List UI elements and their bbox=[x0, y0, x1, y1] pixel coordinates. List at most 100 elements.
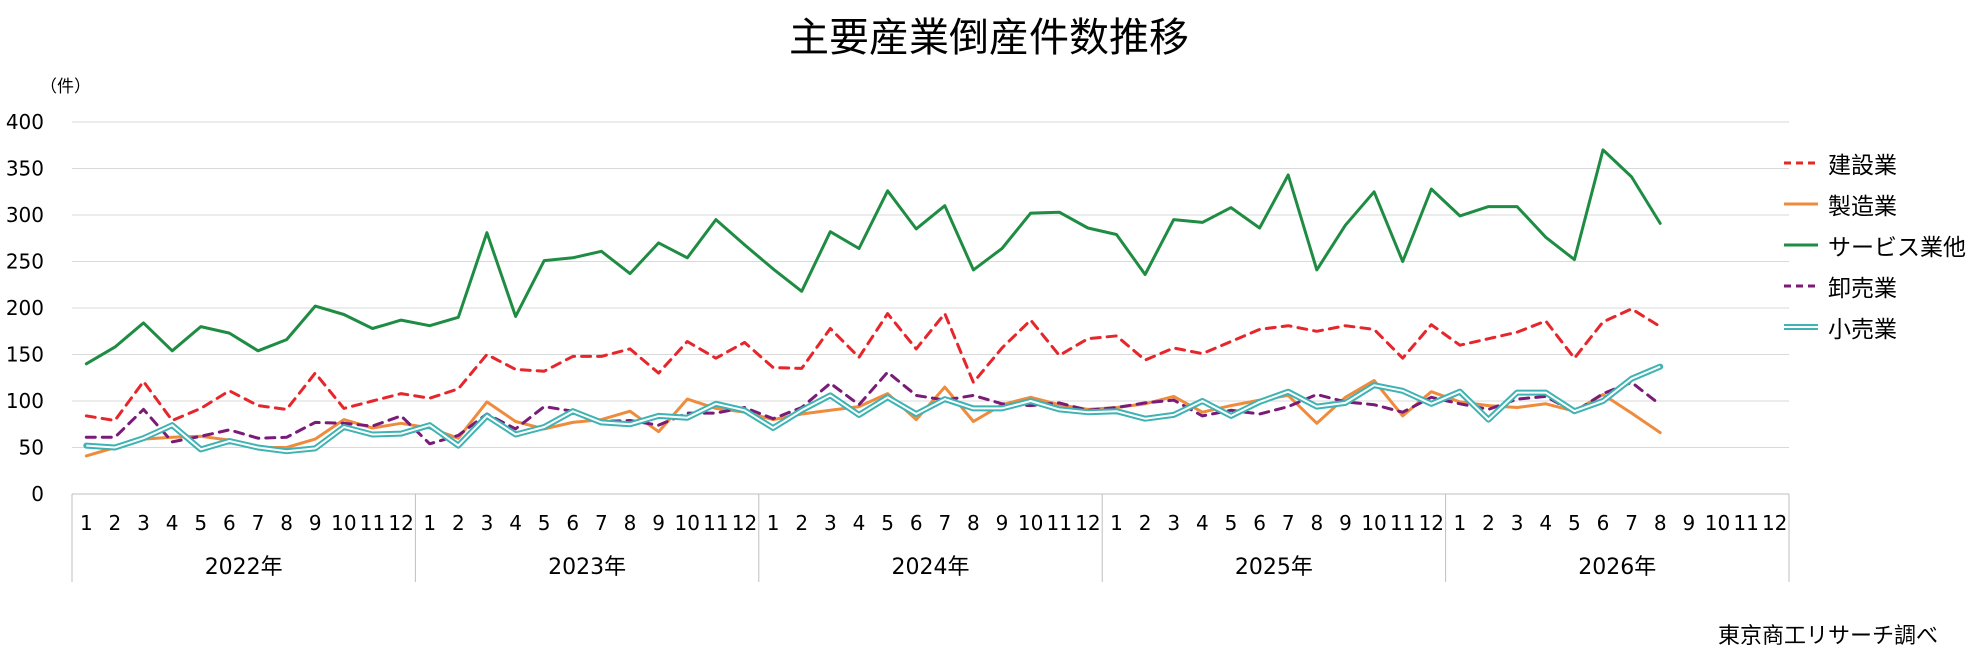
series-line bbox=[83, 363, 1664, 455]
data-point bbox=[142, 436, 146, 440]
data-point bbox=[1057, 401, 1061, 405]
data-point bbox=[943, 385, 947, 389]
data-point bbox=[971, 393, 975, 397]
data-point bbox=[1429, 323, 1433, 327]
data-point bbox=[285, 449, 289, 453]
data-point bbox=[1315, 268, 1319, 272]
data-point bbox=[1401, 260, 1405, 264]
data-point bbox=[456, 433, 460, 437]
data-point bbox=[1487, 337, 1491, 341]
data-point bbox=[657, 430, 661, 434]
data-point bbox=[1143, 401, 1147, 405]
data-point bbox=[485, 400, 489, 404]
year-label: 2024年 bbox=[892, 555, 970, 580]
data-point bbox=[399, 432, 403, 436]
data-point bbox=[514, 314, 518, 318]
data-point bbox=[456, 387, 460, 391]
x-tick-label: 12 bbox=[1762, 511, 1787, 535]
legend-item: 建設業 bbox=[1782, 142, 1966, 183]
x-tick-label: 3 bbox=[824, 511, 837, 535]
x-tick-label: 2 bbox=[1139, 511, 1152, 535]
data-point bbox=[142, 321, 146, 325]
data-point bbox=[1343, 324, 1347, 328]
data-point bbox=[1029, 318, 1033, 322]
data-point bbox=[256, 404, 260, 408]
x-tick-label: 11 bbox=[703, 511, 728, 535]
y-tick-label: 400 bbox=[6, 110, 44, 134]
data-point bbox=[971, 380, 975, 384]
data-point bbox=[685, 416, 689, 420]
data-point bbox=[227, 428, 231, 432]
legend-item: 製造業 bbox=[1782, 183, 1966, 224]
y-tick-label: 200 bbox=[6, 296, 44, 320]
series-line-inner bbox=[86, 365, 1661, 453]
data-point bbox=[1572, 356, 1576, 360]
data-point bbox=[771, 366, 775, 370]
data-point bbox=[1515, 205, 1519, 209]
data-point bbox=[771, 417, 775, 421]
legend-label: 建設業 bbox=[1828, 152, 1897, 179]
data-point bbox=[1343, 401, 1347, 405]
data-point bbox=[1458, 402, 1462, 406]
data-point bbox=[971, 419, 975, 423]
data-point bbox=[914, 393, 918, 397]
data-point bbox=[1630, 377, 1634, 381]
x-tick-label: 2 bbox=[109, 511, 122, 535]
data-point bbox=[742, 243, 746, 247]
data-point bbox=[714, 411, 718, 415]
data-point bbox=[542, 425, 546, 429]
legend-swatch bbox=[1784, 161, 1818, 164]
data-point bbox=[342, 313, 346, 317]
x-tick-label: 1 bbox=[80, 511, 93, 535]
x-tick-label: 6 bbox=[1597, 511, 1610, 535]
y-tick-label: 350 bbox=[6, 157, 44, 181]
data-point bbox=[742, 340, 746, 344]
x-tick-label: 3 bbox=[137, 511, 150, 535]
data-point bbox=[370, 326, 374, 330]
data-point bbox=[1658, 431, 1662, 435]
data-point bbox=[285, 407, 289, 411]
data-point bbox=[485, 414, 489, 418]
data-point bbox=[399, 414, 403, 418]
data-point bbox=[313, 420, 317, 424]
data-point bbox=[1229, 339, 1233, 343]
x-tick-label: 2 bbox=[452, 511, 465, 535]
data-point bbox=[514, 367, 518, 371]
data-point bbox=[1544, 391, 1548, 395]
y-tick-label: 250 bbox=[6, 250, 44, 274]
data-point bbox=[170, 423, 174, 427]
x-tick-label: 5 bbox=[1225, 511, 1238, 535]
legend-swatch bbox=[1784, 284, 1818, 287]
legend-item: 卸売業 bbox=[1782, 265, 1966, 306]
data-point bbox=[1315, 421, 1319, 425]
data-point bbox=[571, 409, 575, 413]
data-point bbox=[971, 406, 975, 410]
data-point bbox=[1429, 402, 1433, 406]
data-point bbox=[170, 349, 174, 353]
data-point bbox=[628, 347, 632, 351]
data-point bbox=[1286, 173, 1290, 177]
data-point bbox=[1515, 330, 1519, 334]
data-point bbox=[1200, 220, 1204, 224]
data-point bbox=[1029, 211, 1033, 215]
data-point bbox=[1000, 246, 1004, 250]
x-tick-label: 7 bbox=[252, 511, 265, 535]
data-point bbox=[828, 326, 832, 330]
x-tick-label: 1 bbox=[423, 511, 436, 535]
x-tick-label: 11 bbox=[1047, 511, 1072, 535]
data-point bbox=[828, 393, 832, 397]
data-point bbox=[1258, 226, 1262, 230]
data-point bbox=[256, 446, 260, 450]
data-point bbox=[1315, 405, 1319, 409]
data-point bbox=[742, 408, 746, 412]
data-point bbox=[1086, 337, 1090, 341]
data-point bbox=[1200, 352, 1204, 356]
data-point bbox=[1487, 404, 1491, 408]
data-point bbox=[1401, 414, 1405, 418]
data-point bbox=[1000, 346, 1004, 350]
data-point bbox=[227, 439, 231, 443]
data-point bbox=[1487, 418, 1491, 422]
data-point bbox=[1200, 399, 1204, 403]
data-point bbox=[342, 425, 346, 429]
data-point bbox=[714, 218, 718, 222]
